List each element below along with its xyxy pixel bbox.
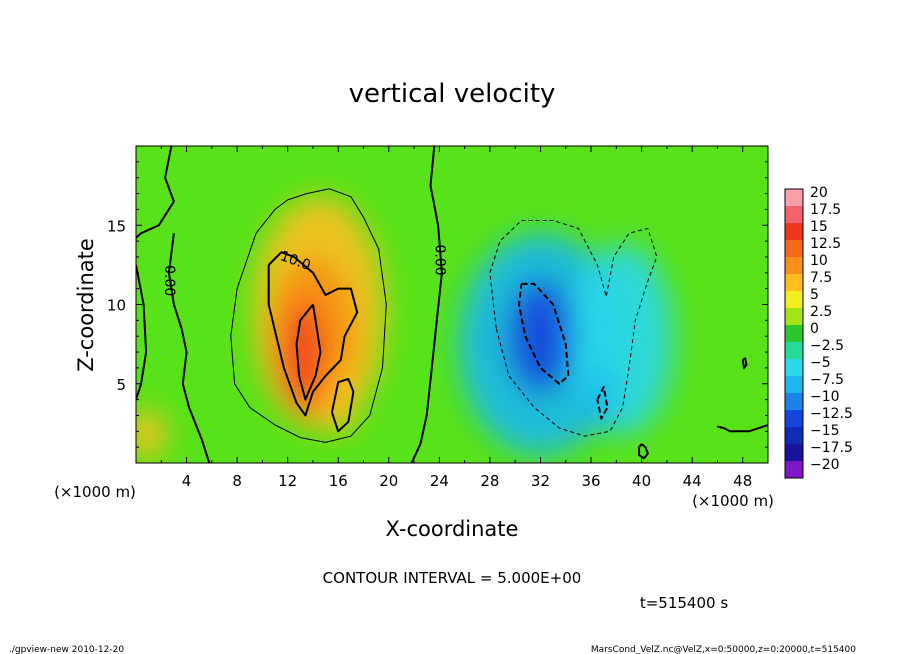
colorbar: 2017.51512.5107.552.50−2.5−5−7.5−10−12.5…	[784, 185, 853, 479]
colorbar-label: −15	[810, 423, 840, 439]
colorbar-swatch	[785, 461, 803, 478]
y-axis: 5 10 15	[107, 145, 768, 464]
x-axis: 4 8 12 16 20 24 28 32 36 40 44 48	[135, 146, 769, 490]
chart-title: vertical velocity	[349, 79, 556, 109]
heatmap-field	[136, 146, 768, 463]
contour-interval-text: CONTOUR INTERVAL = 5.000E+00	[323, 569, 582, 587]
colorbar-label: −7.5	[810, 372, 844, 388]
field-blob	[585, 367, 617, 432]
colorbar-label: −20	[810, 457, 840, 473]
footer-left: ./gpview-new 2010-12-20	[9, 645, 124, 654]
colorbar-swatch	[785, 376, 803, 393]
field-blobs	[136, 196, 674, 460]
contour-line	[638, 443, 649, 460]
colorbar-swatch	[785, 308, 803, 325]
y-tick-label: 5	[116, 376, 126, 394]
colorbar-label: 5	[810, 287, 819, 303]
x-tick-label: 48	[733, 472, 752, 490]
footer-right: MarsCond_VelZ.nc@VelZ,x=0:50000,z=0:2000…	[591, 645, 856, 654]
colorbar-swatch	[785, 240, 803, 257]
contour-line	[596, 385, 609, 420]
contour-line	[136, 146, 175, 239]
colorbar-label: 12.5	[810, 236, 841, 252]
colorbar-swatch	[785, 189, 803, 206]
colorbar-swatch	[785, 342, 803, 359]
time-text: t=515400 s	[640, 594, 728, 612]
contour-label: 0.00	[432, 245, 448, 276]
x-tick-label: 20	[379, 472, 398, 490]
colorbar-swatch	[785, 325, 803, 342]
colorbar-label: 10	[810, 253, 828, 269]
contour-lines	[136, 146, 768, 463]
colorbar-swatch	[785, 274, 803, 291]
colorbar-label: −12.5	[810, 406, 853, 422]
contour-line	[167, 233, 211, 463]
contour-line	[717, 424, 768, 433]
colorbar-label: −10	[810, 389, 840, 405]
x-tick-label: 28	[480, 472, 499, 490]
colorbar-swatch	[785, 359, 803, 376]
contour-label: 0.00	[161, 265, 177, 296]
contour-line	[741, 357, 748, 369]
colorbar-label: 15	[810, 219, 828, 235]
colorbar-label: 2.5	[810, 304, 832, 320]
colorbar-swatch	[785, 444, 803, 461]
contour-line	[489, 220, 658, 437]
colorbar-label: −5	[810, 355, 831, 371]
colorbar-label: 20	[810, 185, 828, 201]
x-tick-label: 4	[182, 472, 192, 490]
colorbar-swatch	[785, 410, 803, 427]
colorbar-label: −2.5	[810, 338, 844, 354]
y-axis-label: Z-coordinate	[74, 238, 98, 372]
x-tick-label: 36	[581, 472, 600, 490]
x-tick-label: 40	[632, 472, 651, 490]
contour-line	[330, 378, 355, 433]
y-tick-label: 15	[107, 217, 126, 235]
field-blob	[285, 299, 324, 411]
contour-line	[267, 251, 359, 417]
contour-line	[230, 188, 387, 443]
x-tick-label: 12	[278, 472, 297, 490]
colorbar-label: 7.5	[810, 270, 832, 286]
x-tick-label: 16	[329, 472, 348, 490]
x-unit-left: (×1000 m)	[54, 483, 136, 501]
colorbar-swatch	[785, 206, 803, 223]
field-background	[136, 146, 768, 463]
colorbar-label: 17.5	[810, 202, 841, 218]
colorbar-swatch	[785, 393, 803, 410]
x-tick-label: 32	[531, 472, 550, 490]
colorbar-swatch	[785, 291, 803, 308]
x-tick-label: 8	[232, 472, 242, 490]
contour-line	[136, 264, 148, 400]
field-blob	[136, 409, 167, 460]
contour-line	[518, 282, 570, 385]
x-axis-label: X-coordinate	[386, 517, 519, 541]
contour-line	[295, 303, 322, 401]
x-tick-label: 24	[430, 472, 449, 490]
field-blob	[507, 279, 574, 394]
x-unit-right: (×1000 m)	[692, 492, 774, 510]
colorbar-swatch	[785, 427, 803, 444]
colorbar-label: −17.5	[810, 440, 853, 456]
x-tick-label: 44	[683, 472, 702, 490]
contour-line	[410, 146, 443, 463]
y-tick-label: 10	[107, 297, 126, 315]
colorbar-frame	[784, 188, 804, 479]
colorbar-label: 0	[810, 321, 819, 337]
colorbar-swatch	[785, 257, 803, 274]
colorbar-swatch	[785, 223, 803, 240]
